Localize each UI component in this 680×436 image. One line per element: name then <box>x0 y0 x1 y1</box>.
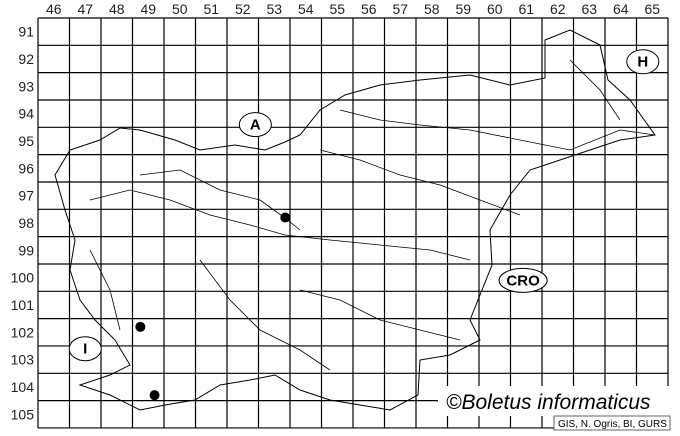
row-label: 100 <box>11 270 35 286</box>
row-label: 105 <box>11 406 35 422</box>
row-label: 96 <box>18 160 34 176</box>
column-label: 51 <box>203 1 219 17</box>
column-label: 48 <box>109 1 125 17</box>
column-label: 50 <box>172 1 188 17</box>
column-label: 52 <box>235 1 251 17</box>
country-label: A <box>250 117 261 134</box>
record-dots <box>135 212 291 401</box>
row-label: 97 <box>18 188 34 204</box>
credit-background <box>438 386 670 416</box>
credit-text: ©Boletus informaticus <box>446 391 651 414</box>
column-label: 64 <box>613 1 629 17</box>
country-badge <box>68 336 102 362</box>
row-label: 94 <box>18 106 34 122</box>
source-box <box>553 415 671 431</box>
column-label: 60 <box>487 1 503 17</box>
column-label: 63 <box>581 1 597 17</box>
country-badge <box>498 267 548 293</box>
column-label: 62 <box>550 1 566 17</box>
column-label: 55 <box>329 1 345 17</box>
row-label: 99 <box>18 242 34 258</box>
column-label: 56 <box>361 1 377 17</box>
record-dot <box>280 212 291 223</box>
country-label: I <box>83 341 87 358</box>
column-label: 46 <box>46 1 62 17</box>
row-label: 91 <box>18 24 34 40</box>
row-label: 95 <box>18 133 34 149</box>
column-label: 54 <box>298 1 314 17</box>
row-label: 103 <box>11 352 35 368</box>
column-label: 57 <box>392 1 408 17</box>
country-badge <box>626 49 660 75</box>
record-dot <box>149 390 160 401</box>
row-label: 93 <box>18 78 34 94</box>
country-label: CRO <box>506 272 540 289</box>
record-dot <box>135 321 146 332</box>
row-label: 104 <box>11 379 35 395</box>
country-badge <box>238 112 272 138</box>
row-label: 98 <box>18 215 34 231</box>
grid <box>37 17 669 429</box>
column-label: 59 <box>455 1 471 17</box>
row-label: 92 <box>18 51 34 67</box>
country-outline <box>54 29 656 411</box>
row-label: 101 <box>11 297 35 313</box>
column-label: 65 <box>644 1 660 17</box>
source-text: GIS, N. Ogris, BI, GURS <box>558 419 667 430</box>
row-label: 102 <box>11 324 35 340</box>
column-labels: 46 47 48 49 50 51 52 53 54 55 56 57 58 59 60 61 62 63 64 65 <box>46 1 660 17</box>
country-label: H <box>637 54 648 71</box>
column-label: 61 <box>518 1 534 17</box>
column-label: 47 <box>77 1 93 17</box>
rivers <box>89 59 656 371</box>
column-label: 53 <box>266 1 282 17</box>
column-label: 58 <box>424 1 440 17</box>
column-label: 49 <box>140 1 156 17</box>
row-labels: 91 92 93 94 95 96 97 98 99 100 101 102 103 104 105 <box>11 24 35 423</box>
country-labels: A H CRO I <box>68 49 660 362</box>
